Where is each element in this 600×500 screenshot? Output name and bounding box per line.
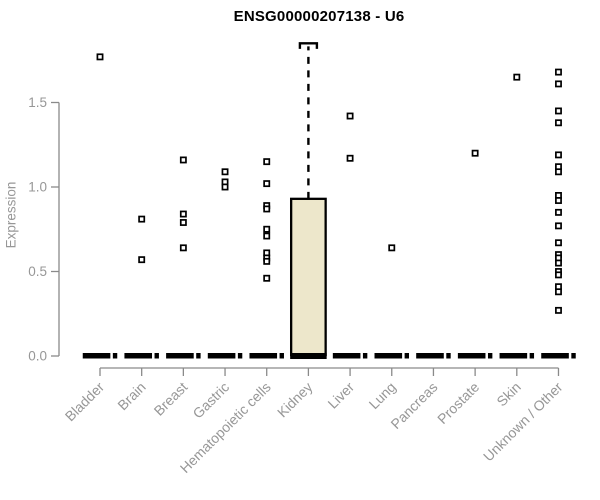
y-tick-label: 0.0 (28, 349, 47, 364)
outlier-point (555, 288, 562, 296)
box-median-bar (404, 353, 410, 359)
outlier-point (179, 244, 187, 252)
outlier-point (555, 168, 562, 176)
outlier-point (263, 180, 271, 188)
outlier-point (263, 225, 271, 233)
box-median-bar (154, 353, 159, 359)
outlier-point (555, 271, 562, 279)
box-median-bar (446, 353, 451, 359)
box-body (289, 197, 327, 357)
outlier-point (555, 197, 562, 204)
box-median-bar (571, 353, 576, 359)
outlier-point (138, 215, 146, 223)
outlier-point (555, 239, 562, 247)
outlier-point (263, 274, 271, 282)
outlier-point (179, 156, 187, 164)
box-median-bar (112, 353, 118, 359)
y-tick-label: 1.0 (28, 180, 47, 195)
outlier-point (555, 306, 562, 314)
box-median-bar (82, 353, 111, 359)
outlier-point (555, 68, 562, 76)
box-median-bar (249, 353, 278, 359)
box-median-bar (124, 353, 153, 359)
box-median-bar (457, 353, 486, 359)
whisker-cap (298, 42, 319, 49)
outlier-point (179, 219, 187, 226)
box-median-bar (237, 353, 243, 359)
box-median-bar (487, 353, 493, 359)
outlier-point (555, 151, 562, 159)
outlier-point (263, 257, 271, 265)
box-median-bar (279, 353, 284, 359)
box-median-bar (196, 353, 201, 359)
x-category-label: Breast (151, 379, 191, 419)
outlier-point (513, 73, 521, 81)
box-median-bar (290, 353, 327, 359)
outlier-point (346, 154, 354, 162)
outlier-point (555, 208, 562, 216)
outlier-point (263, 205, 271, 213)
box-median-bar (374, 353, 403, 359)
outlier-point (555, 80, 562, 88)
outlier-point (263, 158, 271, 166)
x-category-label: Skin (493, 379, 524, 410)
x-category-label: Unknown / Other (480, 379, 566, 465)
outlier-point (221, 183, 229, 191)
outlier-point (555, 119, 562, 127)
box-median-bar (166, 353, 194, 359)
outlier-point (179, 210, 187, 218)
x-category-label: Liver (324, 379, 357, 412)
x-category-label: Bladder (62, 379, 108, 425)
box-median-bar (362, 353, 368, 359)
outlier-point (346, 112, 354, 120)
x-category-label: Brain (114, 379, 148, 413)
outlier-point (555, 222, 562, 230)
outlier-point (138, 256, 146, 264)
chart-title: ENSG00000207138 - U6 (233, 8, 405, 25)
outlier-point (263, 232, 271, 240)
outlier-point (555, 107, 562, 115)
box-median-bar (529, 353, 535, 359)
outlier-point (471, 149, 479, 157)
box-median-bar (332, 353, 361, 359)
y-tick-label: 1.5 (28, 95, 47, 110)
box-median-bar (207, 353, 236, 359)
outlier-point (388, 244, 396, 252)
outlier-point (96, 53, 104, 61)
y-tick-label: 0.5 (28, 264, 47, 279)
x-category-label: Prostate (434, 379, 482, 427)
outlier-point (221, 168, 229, 176)
box-median-bar (541, 353, 569, 359)
x-category-label: Lung (366, 379, 399, 412)
x-category-label: Kidney (274, 379, 316, 421)
box-median-bar (416, 353, 444, 359)
box-median-bar (499, 353, 528, 359)
outlier-point (555, 259, 562, 267)
